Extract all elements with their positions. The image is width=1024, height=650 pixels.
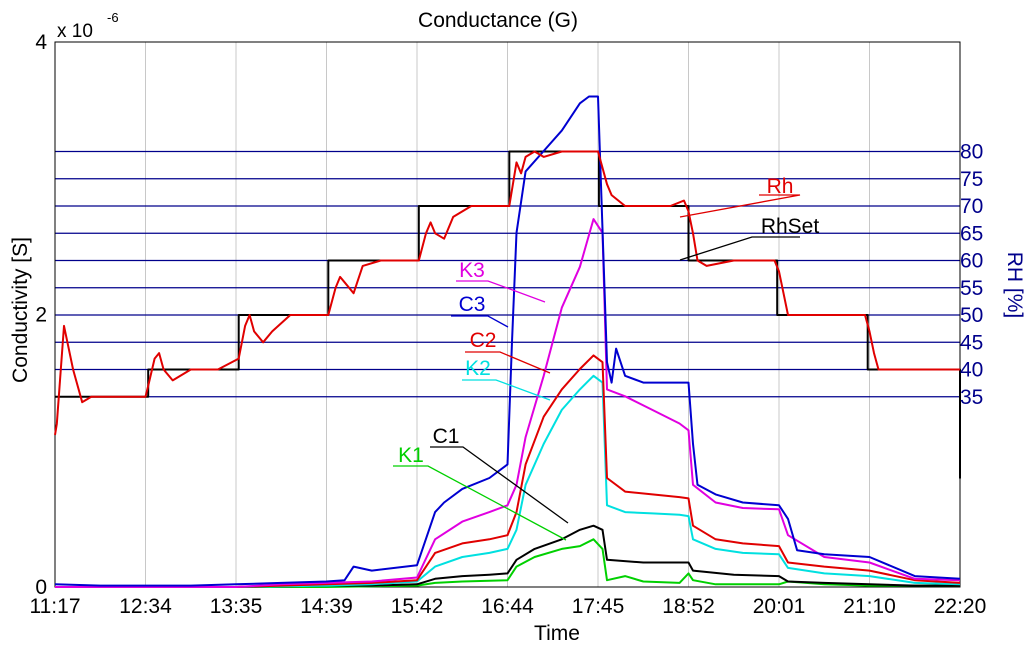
series-layer	[54, 95, 961, 588]
plot-frame	[54, 41, 961, 588]
series-label-c2: C2	[470, 329, 497, 352]
y-tick-labels: 0 2 4	[35, 31, 47, 599]
series-label-k1: K1	[398, 444, 424, 467]
x-tick-label: 12:34	[119, 595, 172, 618]
y-tick-label: 2	[35, 304, 47, 327]
y-exponent-label: x 10	[57, 21, 93, 42]
y-axis-label: Conductivity [S]	[9, 237, 32, 383]
leader-line-k1	[393, 465, 567, 541]
series-line-k3	[55, 218, 961, 588]
leader-line-k2	[462, 379, 551, 401]
leader-line-rhset	[679, 236, 800, 261]
series-line-rh	[54, 150, 960, 436]
series-label-rhset: RhSet	[761, 215, 820, 238]
y2-tick-label: 35	[960, 386, 983, 409]
x-axis-label: Time	[534, 622, 580, 645]
x-tick-label: 20:01	[753, 595, 806, 618]
leader-line-c2	[465, 351, 551, 374]
y2-tick-label: 40	[960, 359, 983, 382]
series-label-c1: C1	[433, 425, 460, 448]
y2-tick-label: 45	[960, 331, 983, 354]
y2-tick-label: 60	[960, 250, 983, 273]
x-tick-label: 15:42	[391, 595, 444, 618]
leader-line-k3	[456, 280, 546, 303]
x-tick-label: 16:44	[481, 595, 534, 618]
x-tick-label: 13:35	[210, 595, 263, 618]
series-label-c3: C3	[459, 293, 486, 316]
series-line-k2	[55, 374, 961, 588]
series-line-c3	[54, 95, 961, 587]
series-line-c1	[55, 524, 960, 588]
leader-line-c1	[430, 446, 569, 524]
x-tick-label: 14:39	[300, 595, 353, 618]
leader-line-c3	[451, 315, 509, 328]
series-labels: Rh RhSet K3 C3 C2 K2 C1 K1	[398, 175, 819, 467]
x-tick-label: 17:45	[572, 595, 625, 618]
y2-tick-label: 65	[960, 222, 983, 245]
series-label-k3: K3	[459, 259, 485, 282]
y2-tick-label: 75	[960, 168, 983, 191]
y2-axis-label: RH [%]	[1003, 252, 1024, 319]
y-tick-label: 0	[35, 576, 47, 599]
series-line-k1	[55, 538, 960, 588]
y2-tick-label: 50	[960, 304, 983, 327]
y2-tick-label: 55	[960, 277, 983, 300]
chart-title: Conductance (G)	[418, 9, 578, 32]
y2-tick-label: 70	[960, 195, 983, 218]
x-tick-label: 18:52	[662, 595, 715, 618]
x-tick-label: 11:17	[30, 595, 81, 618]
series-label-k2: K2	[465, 357, 491, 380]
y-tick-label: 4	[35, 31, 47, 54]
series-line-c2	[55, 354, 961, 588]
y2-tick-labels: 35 40 45 50 55 60 65 70 75 80	[960, 141, 983, 409]
x-tick-labels: 11:17 12:34 13:35 14:39 15:42 16:44 17:45 18:52…	[30, 595, 987, 618]
x-tick-label: 22:20	[934, 595, 987, 618]
y-exponent-power: -6	[107, 10, 119, 25]
label-leader-lines	[393, 194, 801, 541]
x-tick-label: 21:10	[843, 595, 896, 618]
series-label-rh: Rh	[767, 175, 794, 198]
y2-tick-label: 80	[960, 141, 983, 164]
leader-line-rh	[679, 194, 801, 218]
